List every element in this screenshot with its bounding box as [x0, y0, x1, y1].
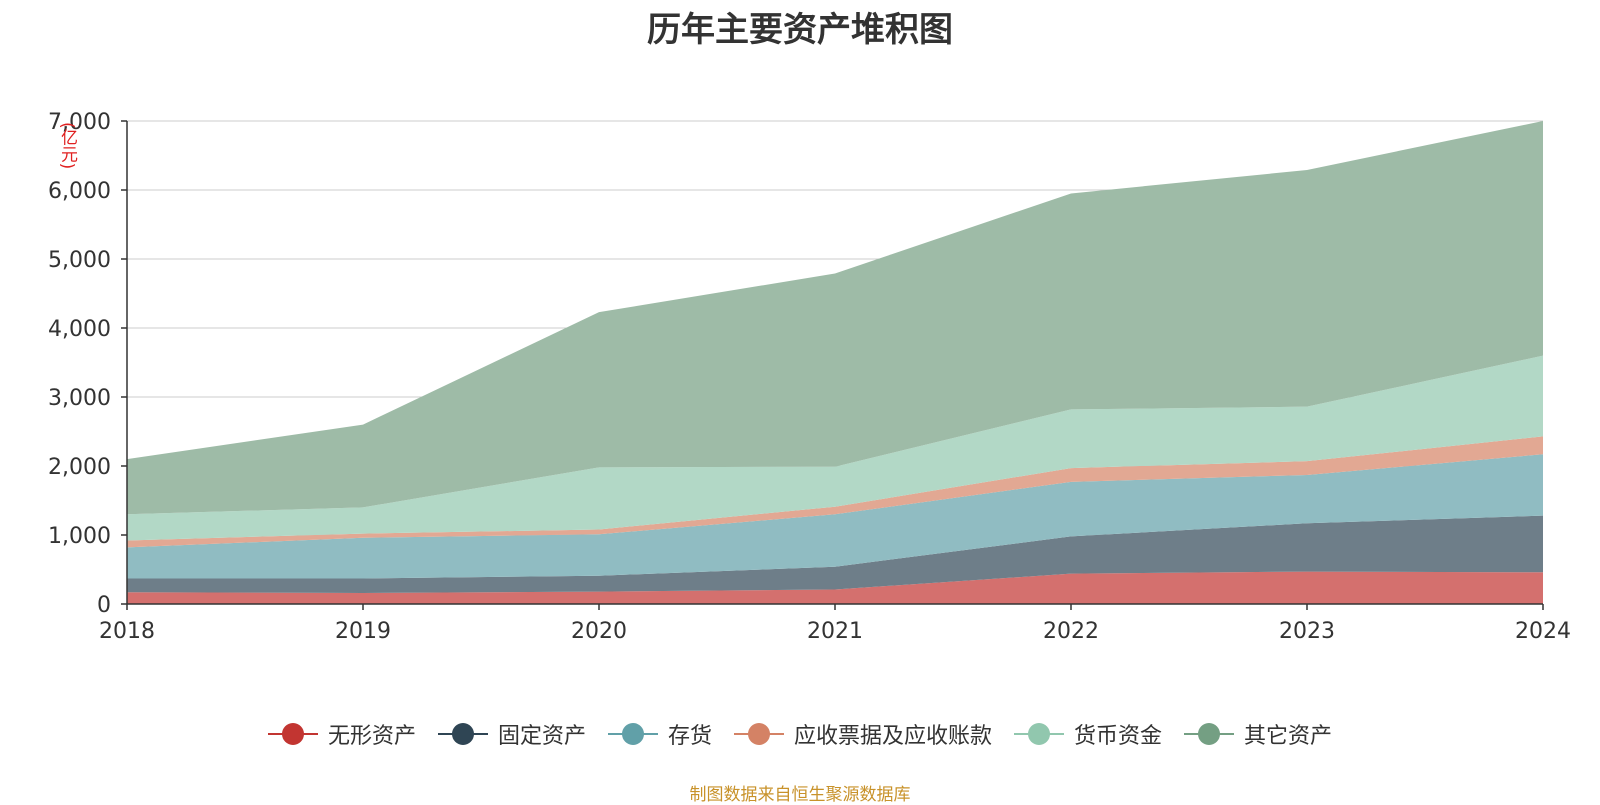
y-tick-label: 4,000 — [48, 317, 111, 342]
legend-label: 固定资产 — [497, 724, 586, 749]
x-tick-label: 2021 — [807, 619, 863, 644]
x-tick-label: 2024 — [1515, 619, 1571, 644]
y-tick-label: 7,000 — [48, 110, 111, 135]
y-tick-label: 2,000 — [48, 455, 111, 480]
legend-item[interactable]: 固定资产 — [437, 718, 586, 750]
legend-item[interactable]: 无形资产 — [267, 718, 416, 750]
area-series-0 — [127, 571, 1543, 604]
x-tick-label: 2022 — [1043, 619, 1099, 644]
y-tick-label: 1,000 — [48, 524, 111, 549]
legend-item[interactable]: 存货 — [607, 718, 712, 750]
x-tick-labels: 2018 2019 2020 2021 2022 2023 2024 — [99, 619, 1571, 644]
y-axis-unit-label: (亿元) — [57, 122, 77, 170]
area-series-4 — [127, 355, 1543, 541]
legend: 无形资产 固定资产 存货 应收票据及应收账款 货币资金 其它资产 — [0, 718, 1600, 750]
source-note: 制图数据来自恒生聚源数据库 — [689, 785, 911, 805]
x-tick-label: 2018 — [99, 619, 155, 644]
y-tick-labels: 0 1,000 2,000 3,000 4,000 5,000 6,000 7,000 — [48, 110, 111, 618]
legend-marker-icon — [607, 722, 658, 746]
legend-label: 货币资金 — [1074, 724, 1163, 749]
legend-marker-icon — [267, 722, 318, 746]
y-tick-label: 5,000 — [48, 248, 111, 273]
x-tick-label: 2019 — [335, 619, 391, 644]
legend-item[interactable]: 其它资产 — [1184, 718, 1332, 750]
y-tick-label: 0 — [97, 593, 111, 618]
legend-label: 其它资产 — [1244, 724, 1333, 749]
legend-label: 存货 — [667, 724, 712, 749]
area-series-1 — [127, 515, 1543, 593]
axes — [121, 120, 1544, 610]
legend-marker-icon — [734, 722, 784, 746]
legend-item[interactable]: 货币资金 — [1014, 718, 1162, 750]
legend-label: 应收票据及应收账款 — [794, 724, 993, 749]
area-series-2 — [127, 454, 1543, 579]
series-areas — [127, 121, 1543, 604]
legend-label: 无形资产 — [327, 724, 416, 749]
legend-item[interactable]: 应收票据及应收账款 — [734, 718, 992, 750]
y-tick-label: 3,000 — [48, 386, 111, 411]
y-tick-label: 6,000 — [48, 179, 111, 204]
x-tick-label: 2023 — [1279, 619, 1335, 644]
legend-marker-icon — [1014, 722, 1065, 746]
x-tick-label: 2020 — [571, 619, 627, 644]
area-series-5 — [127, 121, 1543, 515]
chart-title: 历年主要资产堆积图 — [647, 10, 953, 50]
legend-marker-icon — [437, 722, 488, 746]
legend-marker-icon — [1184, 722, 1235, 746]
